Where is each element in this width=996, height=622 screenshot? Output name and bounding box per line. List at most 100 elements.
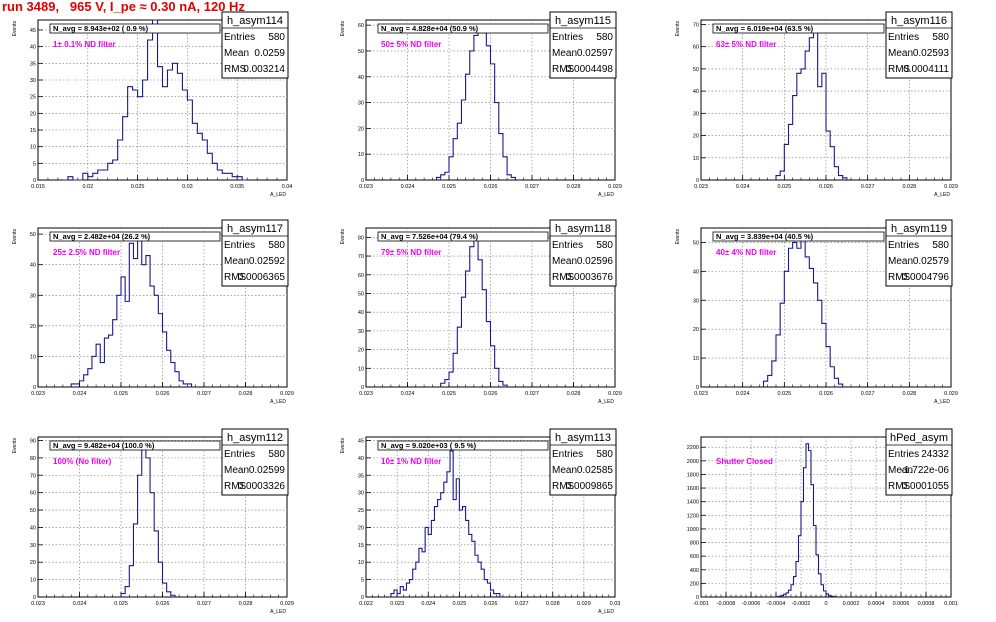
stats-box-frame <box>221 219 289 287</box>
run-title: run 3489, 965 V, I_pe ≈ 0.30 nA, 120 Hz <box>2 0 245 14</box>
x-tick-label: 0.025 <box>777 184 791 190</box>
y-tick-label: 20 <box>30 560 36 566</box>
y-tick-label: 10 <box>30 145 36 151</box>
y-tick-label: 15 <box>358 543 364 549</box>
navg-frame <box>712 231 885 242</box>
stats-box-frame <box>549 428 617 496</box>
x-tick-label: 0.026 <box>156 391 170 397</box>
navg-frame <box>712 23 885 34</box>
stats-value-mean: 0.0259 <box>254 48 285 59</box>
x-tick-label: 0.023 <box>359 391 373 397</box>
histogram-panel-h_asym116: 0.023 0.024 0.025 0.026 0.027 0.028 0.029 0 10 20… <box>675 11 958 198</box>
y-axis-title: Events <box>340 438 346 454</box>
y-tick-label: 60 <box>358 23 364 29</box>
y-tick-label: 200 <box>690 581 699 587</box>
x-tick-label: 0.029 <box>280 601 294 607</box>
y-tick-label: 20 <box>358 348 364 354</box>
y-tick-label: 30 <box>358 491 364 497</box>
y-axis-title: Events <box>12 21 18 37</box>
y-tick-label: 70 <box>30 473 36 479</box>
stats-label-rms: RMS <box>888 481 911 492</box>
x-tick-label: 0.022 <box>359 601 373 607</box>
x-tick-label: 0.026 <box>819 184 833 190</box>
filter-annotation: Shutter Closed <box>716 457 773 466</box>
y-tick-label: 70 <box>693 22 699 28</box>
histogram-outline <box>775 443 837 598</box>
x-tick-label: -0.0004 <box>767 601 786 607</box>
navg-box: N_avg = 4.828e+04 (50.9 %) <box>377 23 549 34</box>
stats-label-rms: RMS <box>552 481 575 492</box>
navg-box: N_avg = 2.482e+04 (26.2 %) <box>49 231 221 242</box>
y-tick-label: 80 <box>358 235 364 241</box>
navg-text: N_avg = 2.482e+04 (26.2 %) <box>53 232 151 241</box>
x-axis-title: A_LED <box>598 192 614 198</box>
stats-value-rms: 0.0003326 <box>238 481 286 492</box>
histogram-outline <box>436 24 516 180</box>
x-axis-title: A_LED <box>934 192 950 198</box>
y-tick-label: 20 <box>358 525 364 531</box>
stats-value-mean: 0.02596 <box>577 256 614 267</box>
x-tick-label: 0.04 <box>282 184 293 190</box>
stats-title: hPed_asym <box>890 432 948 444</box>
x-tick-label: 0.028 <box>567 391 581 397</box>
stats-value-entries: 580 <box>596 449 613 460</box>
y-tick-label: 0 <box>33 385 36 391</box>
stats-label-mean: Mean <box>224 48 249 59</box>
y-tick-label: 35 <box>30 61 36 67</box>
stats-value-rms: 0.0006365 <box>238 272 286 283</box>
stats-box: h_asym118 Entries 580 Mean 0.02596RMS0.00036… <box>549 219 617 287</box>
y-tick-label: 0 <box>361 595 364 601</box>
y-tick-label: 25 <box>30 95 36 101</box>
stats-label-entries: Entries <box>552 449 583 460</box>
navg-text: N_avg = 3.839e+04 (40.5 %) <box>716 232 814 241</box>
x-tick-label: 0.023 <box>694 184 708 190</box>
x-tick-label: 0.026 <box>484 601 498 607</box>
x-tick-label: 0.0008 <box>918 601 935 607</box>
y-tick-label: 60 <box>358 273 364 279</box>
y-tick-label: 10 <box>30 578 36 584</box>
histogram-outline <box>390 450 501 597</box>
navg-text: N_avg = 9.482e+04 (100.0 %) <box>53 441 155 450</box>
x-tick-label: -0.0008 <box>717 601 736 607</box>
x-axis-title: A_LED <box>270 192 286 198</box>
stats-box-frame <box>885 428 953 496</box>
y-tick-label: 10 <box>358 560 364 566</box>
x-tick-label: 0.023 <box>390 601 404 607</box>
stats-box: h_asym112 Entries 580 Mean 0.02599RMS0.00033… <box>221 428 289 496</box>
histogram-panel-h_asym117: 0.023 0.024 0.025 0.026 0.027 0.028 0.029 0 10 20… <box>12 219 294 405</box>
x-tick-label: 0.024 <box>736 391 750 397</box>
y-tick-label: 40 <box>693 269 699 275</box>
x-tick-label: 0.029 <box>577 601 591 607</box>
y-tick-label: 2200 <box>687 445 699 451</box>
stats-value-entries: 24332 <box>921 449 949 460</box>
y-tick-label: 40 <box>358 310 364 316</box>
stats-value-rms: 0.0004498 <box>566 64 614 75</box>
y-tick-label: 30 <box>693 111 699 117</box>
y-tick-label: 35 <box>358 473 364 479</box>
stats-value-rms: 0.0004796 <box>902 272 950 283</box>
stats-box: h_asym117 Entries 580 Mean 0.02592RMS0.00063… <box>221 219 289 287</box>
stats-value-entries: 580 <box>596 240 613 251</box>
y-tick-label: 40 <box>30 45 36 51</box>
stats-box: h_asym115 Entries 580 Mean 0.02597RMS0.00044… <box>549 11 617 79</box>
y-tick-label: 70 <box>358 254 364 260</box>
stats-title: h_asym117 <box>227 223 283 235</box>
x-tick-label: 0.027 <box>197 391 211 397</box>
x-tick-label: 0.026 <box>819 391 833 397</box>
stats-label-rms: RMS <box>552 64 575 75</box>
stats-value-entries: 580 <box>268 240 285 251</box>
navg-text: N_avg = 6.019e+04 (63.5 %) <box>716 24 814 33</box>
stats-title: h_asym113 <box>555 432 611 444</box>
stats-label-rms: RMS <box>552 272 575 283</box>
x-axis-title: A_LED <box>270 609 286 615</box>
x-tick-label: 0.0004 <box>868 601 885 607</box>
y-tick-label: 10 <box>693 356 699 362</box>
stats-value-mean: 0.02593 <box>913 48 950 59</box>
navg-frame <box>49 23 221 34</box>
y-tick-label: 90 <box>30 438 36 444</box>
x-tick-label: 0.027 <box>525 391 539 397</box>
stats-box-frame <box>549 11 617 79</box>
stats-label-entries: Entries <box>552 240 583 251</box>
histogram-outline <box>775 23 848 180</box>
stats-label-rms: RMS <box>888 272 911 283</box>
